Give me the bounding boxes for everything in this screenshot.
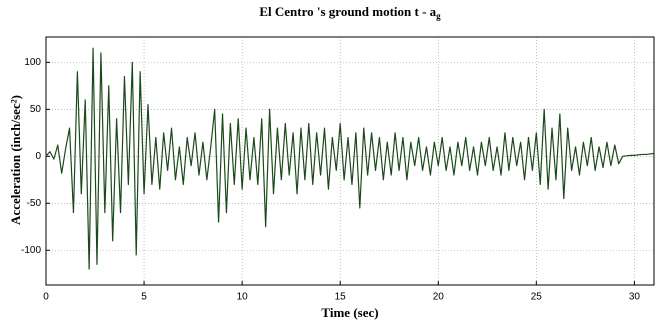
x-tick-label: 5 — [141, 292, 147, 303]
y-tick-label: 50 — [30, 104, 42, 115]
data-line — [45, 47, 655, 270]
y-tick-label: 100 — [24, 57, 41, 68]
x-tick-label: 15 — [335, 292, 347, 303]
y-tick-label: 0 — [35, 151, 41, 162]
x-tick-label: 20 — [433, 292, 445, 303]
chart-title: El Centro 's ground motion t - ag — [259, 4, 441, 21]
x-tick-label: 0 — [43, 292, 49, 303]
x-axis-label: Time (sec) — [321, 305, 378, 320]
x-tick-label: 25 — [531, 292, 543, 303]
plot-frame — [45, 36, 655, 286]
x-tick-label: 30 — [629, 292, 641, 303]
y-axis-label: Acceleration (inch/sec²) — [8, 95, 23, 225]
y-tick-label: -100 — [21, 245, 41, 256]
y-tick-label: -50 — [27, 198, 42, 209]
x-tick-label: 10 — [237, 292, 249, 303]
